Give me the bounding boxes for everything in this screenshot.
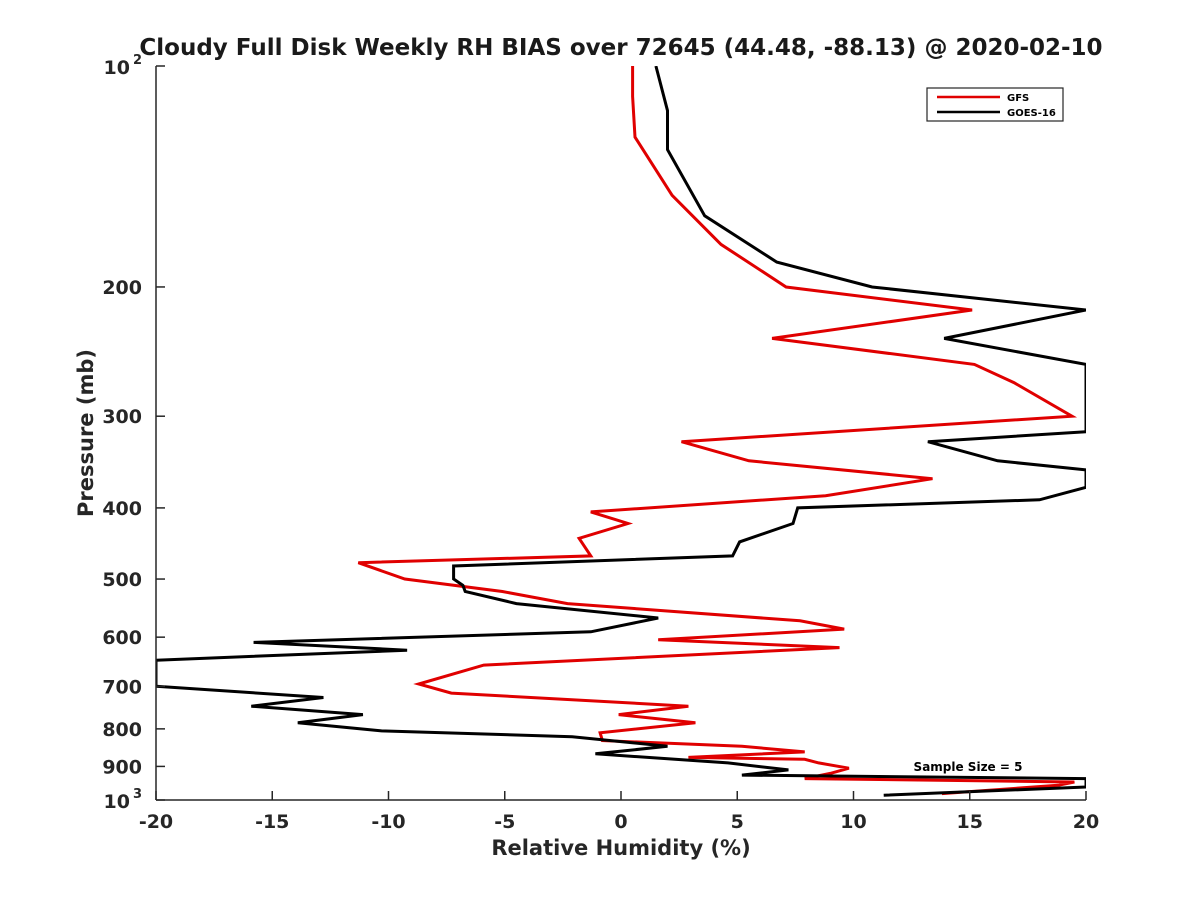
x-tick-label: 10 — [840, 811, 866, 833]
legend-label-gfs: GFS — [1007, 93, 1029, 104]
x-tick-label: 5 — [731, 811, 744, 833]
x-tick-label: 20 — [1073, 811, 1099, 833]
x-tick-label: 0 — [614, 811, 627, 833]
sample-size-annotation: Sample Size = 5 — [914, 760, 1023, 774]
y-tick-label: 300 — [102, 406, 142, 428]
x-tick-label: -15 — [255, 811, 289, 833]
y-axis-label: Pressure (mb) — [74, 349, 98, 517]
x-tick-label: -10 — [371, 811, 405, 833]
y-tick-label: 400 — [102, 498, 142, 520]
legend: GFS GOES-16 — [926, 87, 1064, 122]
chart-title: Cloudy Full Disk Weekly RH BIAS over 726… — [139, 35, 1102, 61]
series-line-gfs — [357, 66, 1078, 796]
y-tick-label: 900 — [102, 756, 142, 778]
x-tick-label: -5 — [494, 811, 515, 833]
y-tick-label: 200 — [102, 277, 142, 299]
y-tick-label-power: 10 — [104, 791, 130, 813]
y-tick-label: 800 — [102, 719, 142, 741]
y-tick-label: 700 — [102, 676, 142, 698]
y-tick-label: 600 — [102, 627, 142, 649]
y-tick-label: 500 — [102, 569, 142, 591]
y-tick-label-power: 10 — [104, 57, 130, 79]
legend-label-goes-16: GOES-16 — [1007, 108, 1056, 119]
legend-box — [926, 87, 1064, 122]
x-axis-label: Relative Humidity (%) — [491, 836, 750, 860]
series-layer — [156, 66, 1086, 797]
y-tick-label-exponent: 2 — [133, 53, 142, 68]
x-tick-label: -20 — [139, 811, 173, 833]
y-tick-label-exponent: 3 — [133, 787, 142, 802]
x-tick-label: 15 — [957, 811, 983, 833]
ticks-layer: -20 -15 -10 -5 0 5 10 15 20 200 300 400 500 600 700 800… — [102, 53, 1099, 833]
series-line-goes-16 — [156, 66, 1086, 797]
